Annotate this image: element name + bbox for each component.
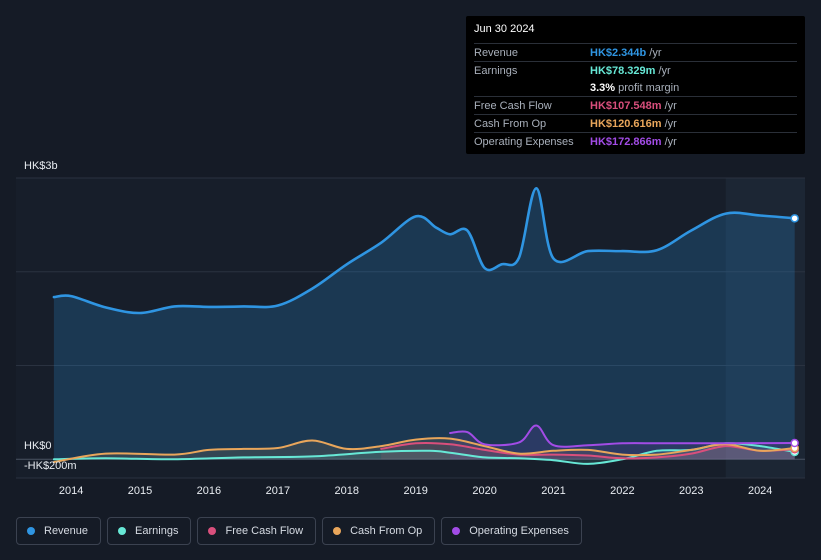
series-line-cash-from-op xyxy=(52,437,796,464)
x-tick-label: 2018 xyxy=(334,485,360,497)
legend-dot-icon xyxy=(452,527,461,535)
tooltip-row-cash-from-op: Cash From Op HK$120.616m /yr xyxy=(474,114,797,132)
x-tick-label: 2016 xyxy=(196,485,222,497)
series-line-operating-expenses xyxy=(449,424,796,448)
tooltip-unit: /yr xyxy=(664,117,677,130)
tooltip-value: HK$107.548m xyxy=(590,99,662,112)
series-line-free-cash-flow xyxy=(380,441,796,460)
series-area-free-cash-flow xyxy=(381,442,795,460)
x-tick-label: 2014 xyxy=(58,485,84,497)
tooltip-label: Earnings xyxy=(474,64,518,77)
legend-label: Revenue xyxy=(44,525,89,537)
tooltip-unit: /yr xyxy=(664,135,677,148)
legend-dot-icon xyxy=(118,527,127,535)
chart-legend: Revenue Earnings Free Cash Flow Cash Fro… xyxy=(16,517,582,545)
tooltip-label: Free Cash Flow xyxy=(474,99,552,112)
legend-item-free-cash-flow[interactable]: Free Cash Flow xyxy=(197,517,317,545)
x-tick-label: 2022 xyxy=(610,485,635,497)
data-tooltip: Jun 30 2024 Revenue HK$2.344b /yr Earnin… xyxy=(466,16,805,154)
legend-item-cash-from-op[interactable]: Cash From Op xyxy=(322,517,436,545)
y-tick-zero: HK$0 xyxy=(24,440,52,452)
x-tick-label: 2021 xyxy=(541,485,566,497)
tooltip-row-revenue: Revenue HK$2.344b /yr xyxy=(474,43,797,61)
plot-background xyxy=(16,178,805,478)
tooltip-value: HK$120.616m xyxy=(590,117,662,130)
tooltip-value: HK$2.344b xyxy=(590,46,647,59)
tooltip-row-profit-margin: 3.3% profit margin xyxy=(474,79,797,96)
x-tick-label: 2017 xyxy=(265,485,291,497)
legend-item-operating-expenses[interactable]: Operating Expenses xyxy=(441,517,582,545)
x-tick-label: 2019 xyxy=(403,485,428,497)
tooltip-row-operating-expenses: Operating Expenses HK$172.866m /yr xyxy=(474,132,797,150)
legend-dot-icon xyxy=(27,527,35,535)
x-tick-label: 2024 xyxy=(747,485,773,497)
tooltip-unit: /yr xyxy=(658,64,671,77)
legend-item-revenue[interactable]: Revenue xyxy=(16,517,102,545)
tooltip-unit: /yr xyxy=(649,46,662,59)
series-area-earnings xyxy=(53,443,795,464)
tooltip-value: HK$78.329m xyxy=(590,64,656,77)
y-tick-top: HK$3b xyxy=(24,160,58,172)
series-area-operating-expenses xyxy=(450,425,795,460)
profit-margin-text: profit margin xyxy=(618,81,680,94)
legend-item-earnings[interactable]: Earnings xyxy=(107,517,192,545)
legend-dot-icon xyxy=(333,527,342,535)
legend-label: Cash From Op xyxy=(350,525,423,537)
legend-label: Earnings xyxy=(135,525,179,537)
tooltip-label: Cash From Op xyxy=(474,117,547,130)
legend-label: Free Cash Flow xyxy=(225,525,304,537)
tooltip-date: Jun 30 2024 xyxy=(474,23,535,35)
tooltip-unit: /yr xyxy=(664,99,677,112)
tooltip-row-free-cash-flow: Free Cash Flow HK$107.548m /yr xyxy=(474,96,797,114)
tooltip-value: HK$172.866m xyxy=(590,135,662,148)
y-tick-bottom: -HK$200m xyxy=(24,460,77,472)
series-end-marker-operating-expenses xyxy=(790,438,799,448)
tooltip-label: Operating Expenses xyxy=(474,135,574,148)
series-line-revenue xyxy=(52,186,796,315)
recent-period-shade xyxy=(725,178,805,478)
x-tick-label: 2020 xyxy=(472,485,497,497)
series-end-marker-revenue xyxy=(790,214,799,223)
tooltip-label: Revenue xyxy=(474,46,519,59)
x-tick-label: 2023 xyxy=(679,485,704,497)
x-tick-label: 2015 xyxy=(127,485,153,497)
series-area-revenue xyxy=(53,188,795,460)
profit-margin-value: 3.3% xyxy=(590,81,616,94)
legend-label: Operating Expenses xyxy=(469,525,569,537)
legend-dot-icon xyxy=(208,527,217,535)
tooltip-row-earnings: Earnings HK$78.329m /yr xyxy=(474,61,797,79)
